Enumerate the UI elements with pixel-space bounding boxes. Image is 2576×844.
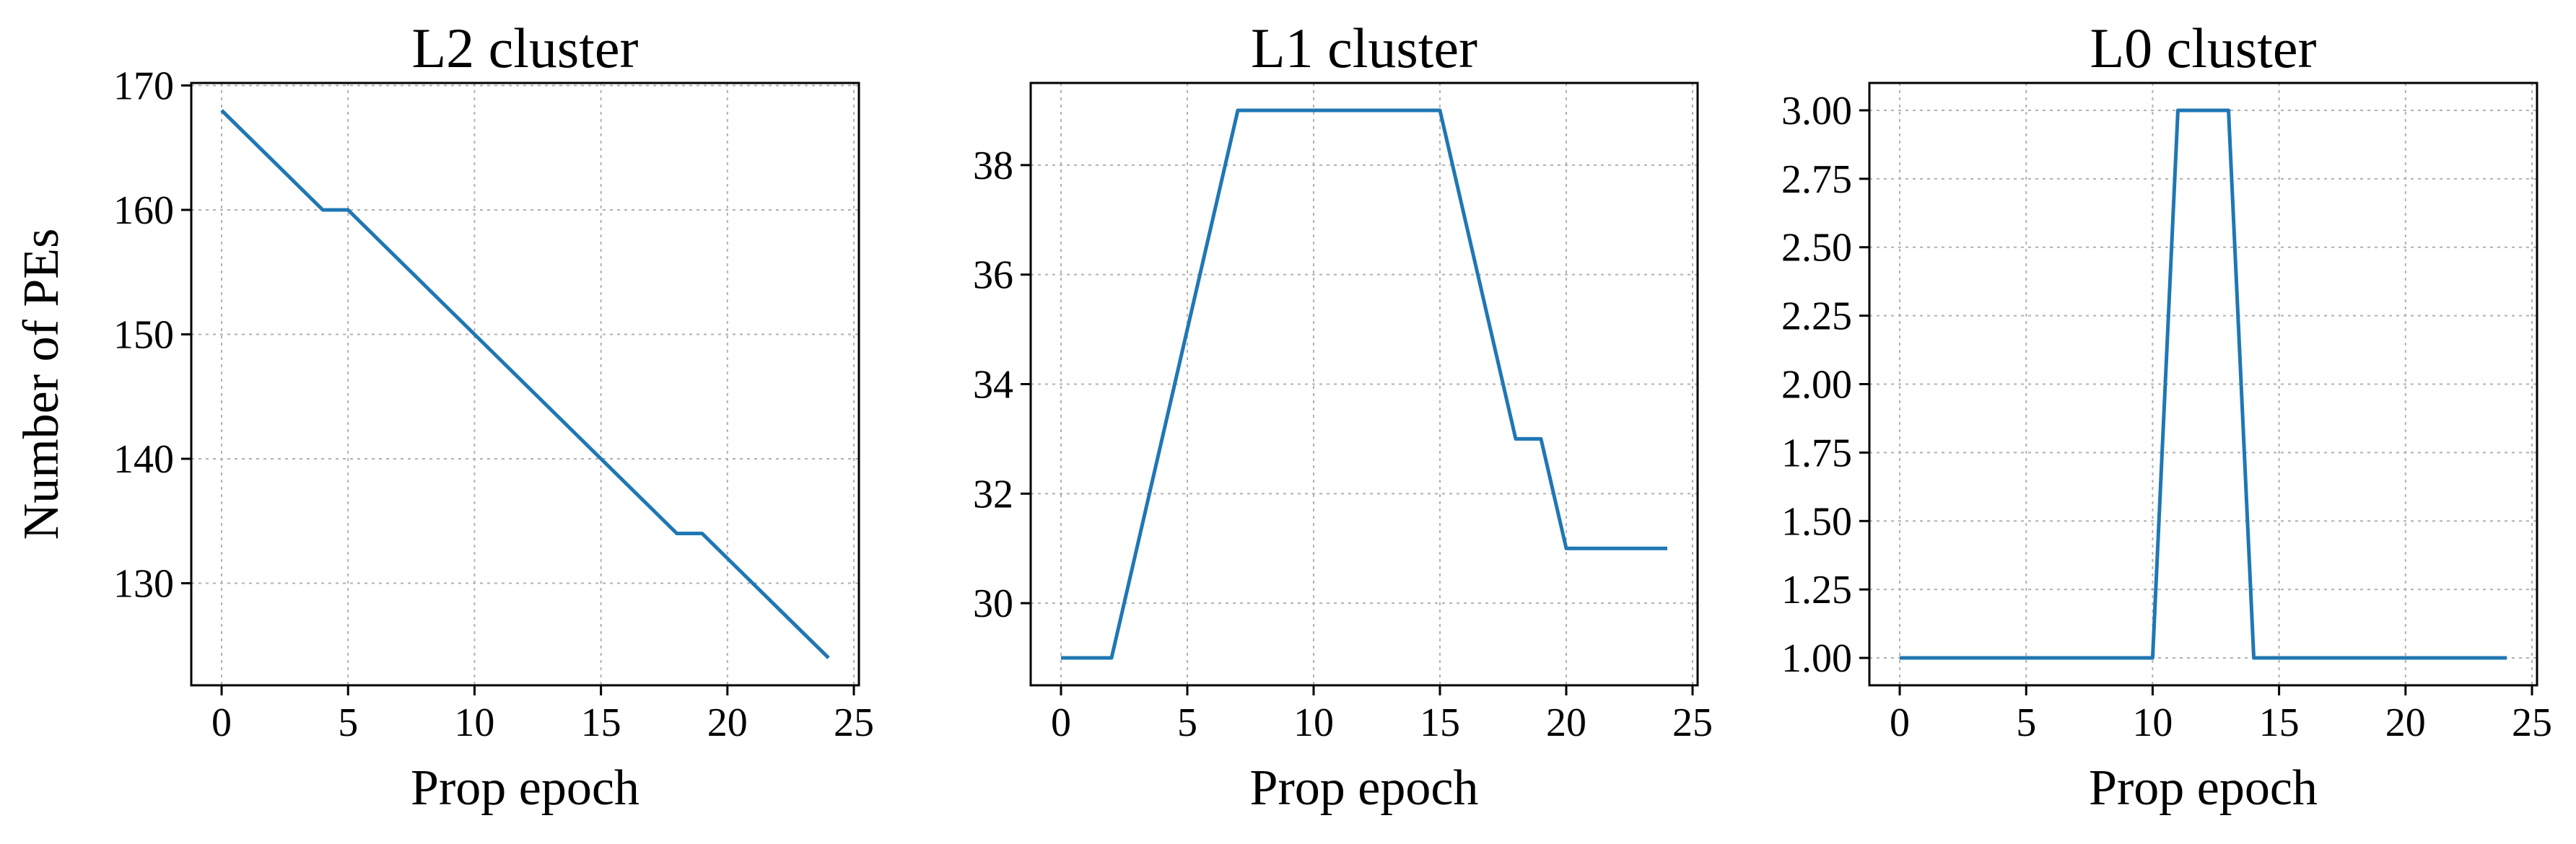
- y-tick-label: 2.50: [1781, 226, 1852, 271]
- plot-frame: [190, 82, 860, 687]
- series-line: [1900, 108, 2507, 660]
- x-axis-label: Prop epoch: [411, 760, 639, 816]
- y-tick-label: 2.75: [1781, 157, 1852, 202]
- x-tick-label: 20: [2385, 700, 2426, 745]
- y-tick-label: 32: [973, 472, 1013, 516]
- series-line: [220, 109, 830, 659]
- subplot-3: 0 5 10 15 20 25 1.00 1.25 1.50 1.75 2.00 2.25 2.50 2.…: [1781, 17, 2552, 816]
- y-tick-label: 170: [113, 63, 174, 108]
- x-tick-label: 0: [1890, 700, 1910, 745]
- y-tick-label: 2.00: [1781, 363, 1852, 408]
- x-tick-label: 0: [211, 700, 232, 745]
- y-tick-label: 1.50: [1781, 499, 1852, 544]
- y-tick-label: 160: [113, 188, 174, 233]
- y-axis-label: Number of PEs: [14, 229, 69, 540]
- x-tick-label: 15: [2259, 700, 2300, 745]
- x-tick-label: 15: [581, 700, 621, 745]
- x-tick-label: 10: [454, 700, 494, 745]
- x-axis-label: Prop epoch: [1250, 760, 1479, 816]
- x-tick-label: 25: [834, 700, 874, 745]
- x-tick-label: 10: [1293, 700, 1334, 745]
- y-tick-label: 130: [113, 562, 174, 607]
- y-tick-label: 140: [113, 437, 174, 482]
- y-tick-label: 1.25: [1781, 568, 1852, 612]
- y-tick-label: 1.75: [1781, 431, 1852, 475]
- y-tick-label: 150: [113, 312, 174, 357]
- series-line: [1061, 108, 1667, 660]
- y-tick-label: 38: [973, 144, 1013, 188]
- x-axis-label: Prop epoch: [2089, 760, 2318, 816]
- x-tick-label: 25: [1672, 700, 1713, 745]
- x-tick-label: 25: [2512, 700, 2552, 745]
- x-tick-label: 5: [2016, 700, 2036, 745]
- x-tick-label: 5: [1177, 700, 1197, 745]
- subplot-1: 0 5 10 15 20 25 130 140 150 160 170 L2 cluster Prop …: [14, 17, 874, 816]
- chart-title: L2 cluster: [411, 17, 638, 79]
- y-tick-label: 34: [973, 363, 1013, 408]
- y-tick-label: 2.25: [1781, 294, 1852, 339]
- x-tick-label: 0: [1051, 700, 1071, 745]
- y-tick-label: 1.00: [1781, 636, 1852, 681]
- y-tick-label: 30: [973, 581, 1013, 626]
- chart-title: L0 cluster: [2090, 17, 2316, 79]
- chart-title: L1 cluster: [1251, 17, 1477, 79]
- x-tick-label: 20: [1546, 700, 1586, 745]
- x-tick-label: 15: [1420, 700, 1460, 745]
- x-tick-label: 20: [707, 700, 748, 745]
- x-tick-label: 10: [2132, 700, 2173, 745]
- y-tick-label: 3.00: [1781, 89, 1852, 133]
- subplot-2: 0 5 10 15 20 25 30 32 34 36 38 L1 cluster Prop epoch: [973, 17, 1713, 816]
- x-tick-label: 5: [338, 700, 358, 745]
- y-tick-label: 36: [973, 253, 1013, 298]
